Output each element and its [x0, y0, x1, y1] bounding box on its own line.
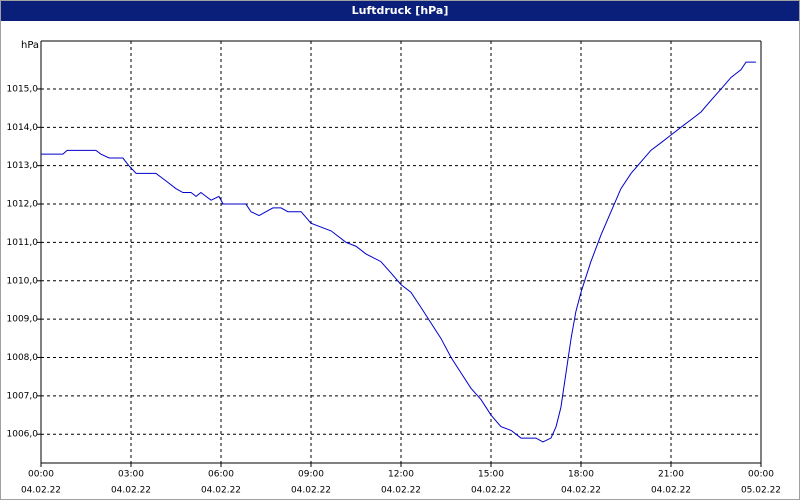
- x-tick-label: 18:00: [568, 470, 594, 480]
- x-tick-label: 09:00: [298, 470, 324, 480]
- x-tick-label: 00:00: [28, 470, 54, 480]
- x-tick-date: 04.02.22: [111, 486, 151, 496]
- y-axis-label: hPa: [21, 40, 39, 51]
- y-tick-label: 1013,0: [7, 161, 39, 171]
- y-tick-label: 1006,0: [7, 430, 39, 440]
- x-tick-date: 04.02.22: [381, 486, 421, 496]
- x-tick-label: 06:00: [208, 470, 234, 480]
- x-tick-label: 12:00: [388, 470, 414, 480]
- y-tick-label: 1008,0: [7, 353, 39, 363]
- chart: hPa 1006,0 1007,0 1008,0 1009,0 1010,0 1011,0…: [7, 40, 782, 496]
- x-tick-date: 04.02.22: [21, 486, 61, 496]
- y-tick-label: 1015,0: [7, 84, 39, 94]
- y-tick-label: 1014,0: [7, 123, 39, 133]
- y-tick-label: 1007,0: [7, 391, 39, 401]
- x-tick-date: 04.02.22: [561, 486, 601, 496]
- x-tick-date: 04.02.22: [201, 486, 241, 496]
- x-tick-date: 05.02.22: [741, 486, 781, 496]
- data-line: [41, 61, 756, 443]
- x-tick-label: 00:00: [748, 470, 774, 480]
- y-tick-label: 1012,0: [7, 200, 39, 210]
- x-tick-label: 15:00: [478, 470, 504, 480]
- y-tick-label: 1010,0: [7, 276, 39, 286]
- y-tick-label: 1011,0: [7, 238, 39, 248]
- x-tick-date: 04.02.22: [471, 486, 511, 496]
- y-tick-label: 1009,0: [7, 315, 39, 325]
- x-tick-date: 04.02.22: [291, 486, 331, 496]
- x-tick-date: 04.02.22: [651, 486, 691, 496]
- x-tick-label: 21:00: [658, 470, 684, 480]
- x-tick-label: 03:00: [118, 470, 144, 480]
- title-bar: Luftdruck [hPa]: [1, 1, 799, 21]
